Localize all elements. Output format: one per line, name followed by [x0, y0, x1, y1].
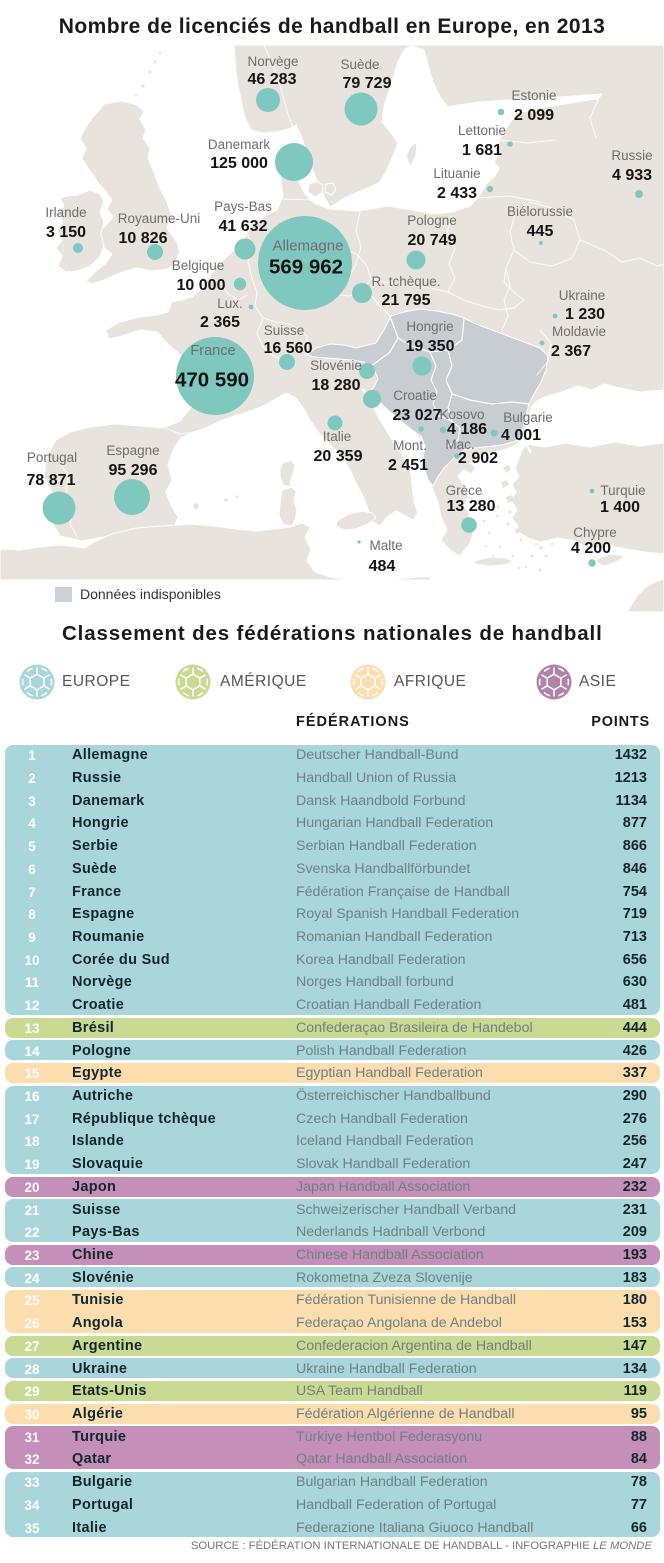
svg-text:Lituanie: Lituanie: [433, 166, 480, 181]
svg-text:23 027: 23 027: [393, 407, 442, 424]
svg-text:Estonie: Estonie: [511, 88, 556, 103]
svg-text:484: 484: [369, 558, 396, 575]
svg-text:Espagne: Espagne: [106, 443, 159, 458]
svg-text:Royaume-Uni: Royaume-Uni: [118, 211, 201, 226]
svg-text:Moldavie: Moldavie: [552, 324, 606, 339]
svg-text:Lux.: Lux.: [217, 296, 243, 311]
svg-text:13 280: 13 280: [447, 498, 496, 515]
svg-text:Portugal: Portugal: [27, 450, 77, 465]
svg-text:2 433: 2 433: [437, 185, 477, 202]
svg-text:Suède: Suède: [340, 57, 379, 72]
svg-text:R. tchèque.: R. tchèque.: [371, 274, 440, 289]
svg-text:10 826: 10 826: [119, 230, 168, 247]
svg-text:19 350: 19 350: [406, 338, 455, 355]
svg-text:Irlande: Irlande: [45, 205, 86, 220]
svg-text:10 000: 10 000: [177, 277, 226, 294]
svg-text:Chypre: Chypre: [573, 525, 617, 540]
svg-text:2 902: 2 902: [458, 450, 498, 467]
svg-text:Russie: Russie: [611, 148, 652, 163]
svg-text:445: 445: [527, 223, 554, 240]
svg-text:4 001: 4 001: [501, 427, 541, 444]
svg-text:Slovénie: Slovénie: [310, 358, 362, 373]
svg-text:Croatie: Croatie: [393, 388, 437, 403]
svg-text:569 962: 569 962: [269, 255, 343, 278]
svg-text:2 099: 2 099: [514, 107, 554, 124]
svg-text:1 230: 1 230: [565, 306, 605, 323]
svg-text:Hongrie: Hongrie: [406, 319, 453, 334]
svg-text:4 186: 4 186: [447, 421, 487, 438]
svg-text:41 632: 41 632: [219, 218, 268, 235]
svg-text:2 367: 2 367: [551, 343, 591, 360]
svg-text:3 150: 3 150: [46, 224, 86, 241]
svg-text:Ukraine: Ukraine: [559, 288, 606, 303]
svg-text:21 795: 21 795: [382, 292, 431, 309]
svg-text:Mac.: Mac.: [445, 437, 474, 452]
svg-text:46 283: 46 283: [248, 71, 297, 88]
svg-text:Turquie: Turquie: [600, 483, 645, 498]
svg-text:Pays-Bas: Pays-Bas: [214, 199, 272, 214]
svg-text:20 749: 20 749: [408, 232, 457, 249]
svg-text:470 590: 470 590: [175, 368, 249, 391]
svg-text:Mont.: Mont.: [393, 438, 427, 453]
svg-text:Danemark: Danemark: [208, 137, 271, 152]
svg-text:79 729: 79 729: [343, 75, 392, 92]
svg-text:78 871: 78 871: [27, 472, 76, 489]
svg-text:Allemagne: Allemagne: [273, 237, 344, 254]
svg-text:Biélorussie: Biélorussie: [507, 204, 573, 219]
svg-text:Bulgarie: Bulgarie: [503, 410, 553, 425]
svg-text:4 933: 4 933: [612, 167, 652, 184]
svg-text:4 200: 4 200: [571, 540, 611, 557]
svg-text:Malte: Malte: [369, 538, 402, 553]
svg-text:Kosovo: Kosovo: [439, 407, 484, 422]
svg-text:2 451: 2 451: [388, 457, 428, 474]
svg-text:Suisse: Suisse: [264, 323, 305, 338]
svg-text:Belgique: Belgique: [172, 258, 225, 273]
svg-text:16 560: 16 560: [264, 340, 313, 357]
svg-text:20 359: 20 359: [314, 448, 363, 465]
svg-text:France: France: [190, 343, 235, 359]
svg-text:Norvège: Norvège: [247, 54, 298, 69]
svg-text:95 296: 95 296: [109, 462, 158, 479]
svg-text:Lettonie: Lettonie: [458, 123, 506, 138]
svg-text:1 681: 1 681: [462, 142, 502, 159]
svg-text:125 000: 125 000: [210, 155, 268, 172]
svg-text:18 280: 18 280: [312, 377, 361, 394]
svg-text:Grèce: Grèce: [446, 483, 483, 498]
svg-text:Italie: Italie: [323, 429, 352, 444]
svg-text:2 365: 2 365: [200, 314, 240, 331]
svg-text:Pologne: Pologne: [407, 213, 457, 228]
svg-text:1 400: 1 400: [600, 499, 640, 516]
